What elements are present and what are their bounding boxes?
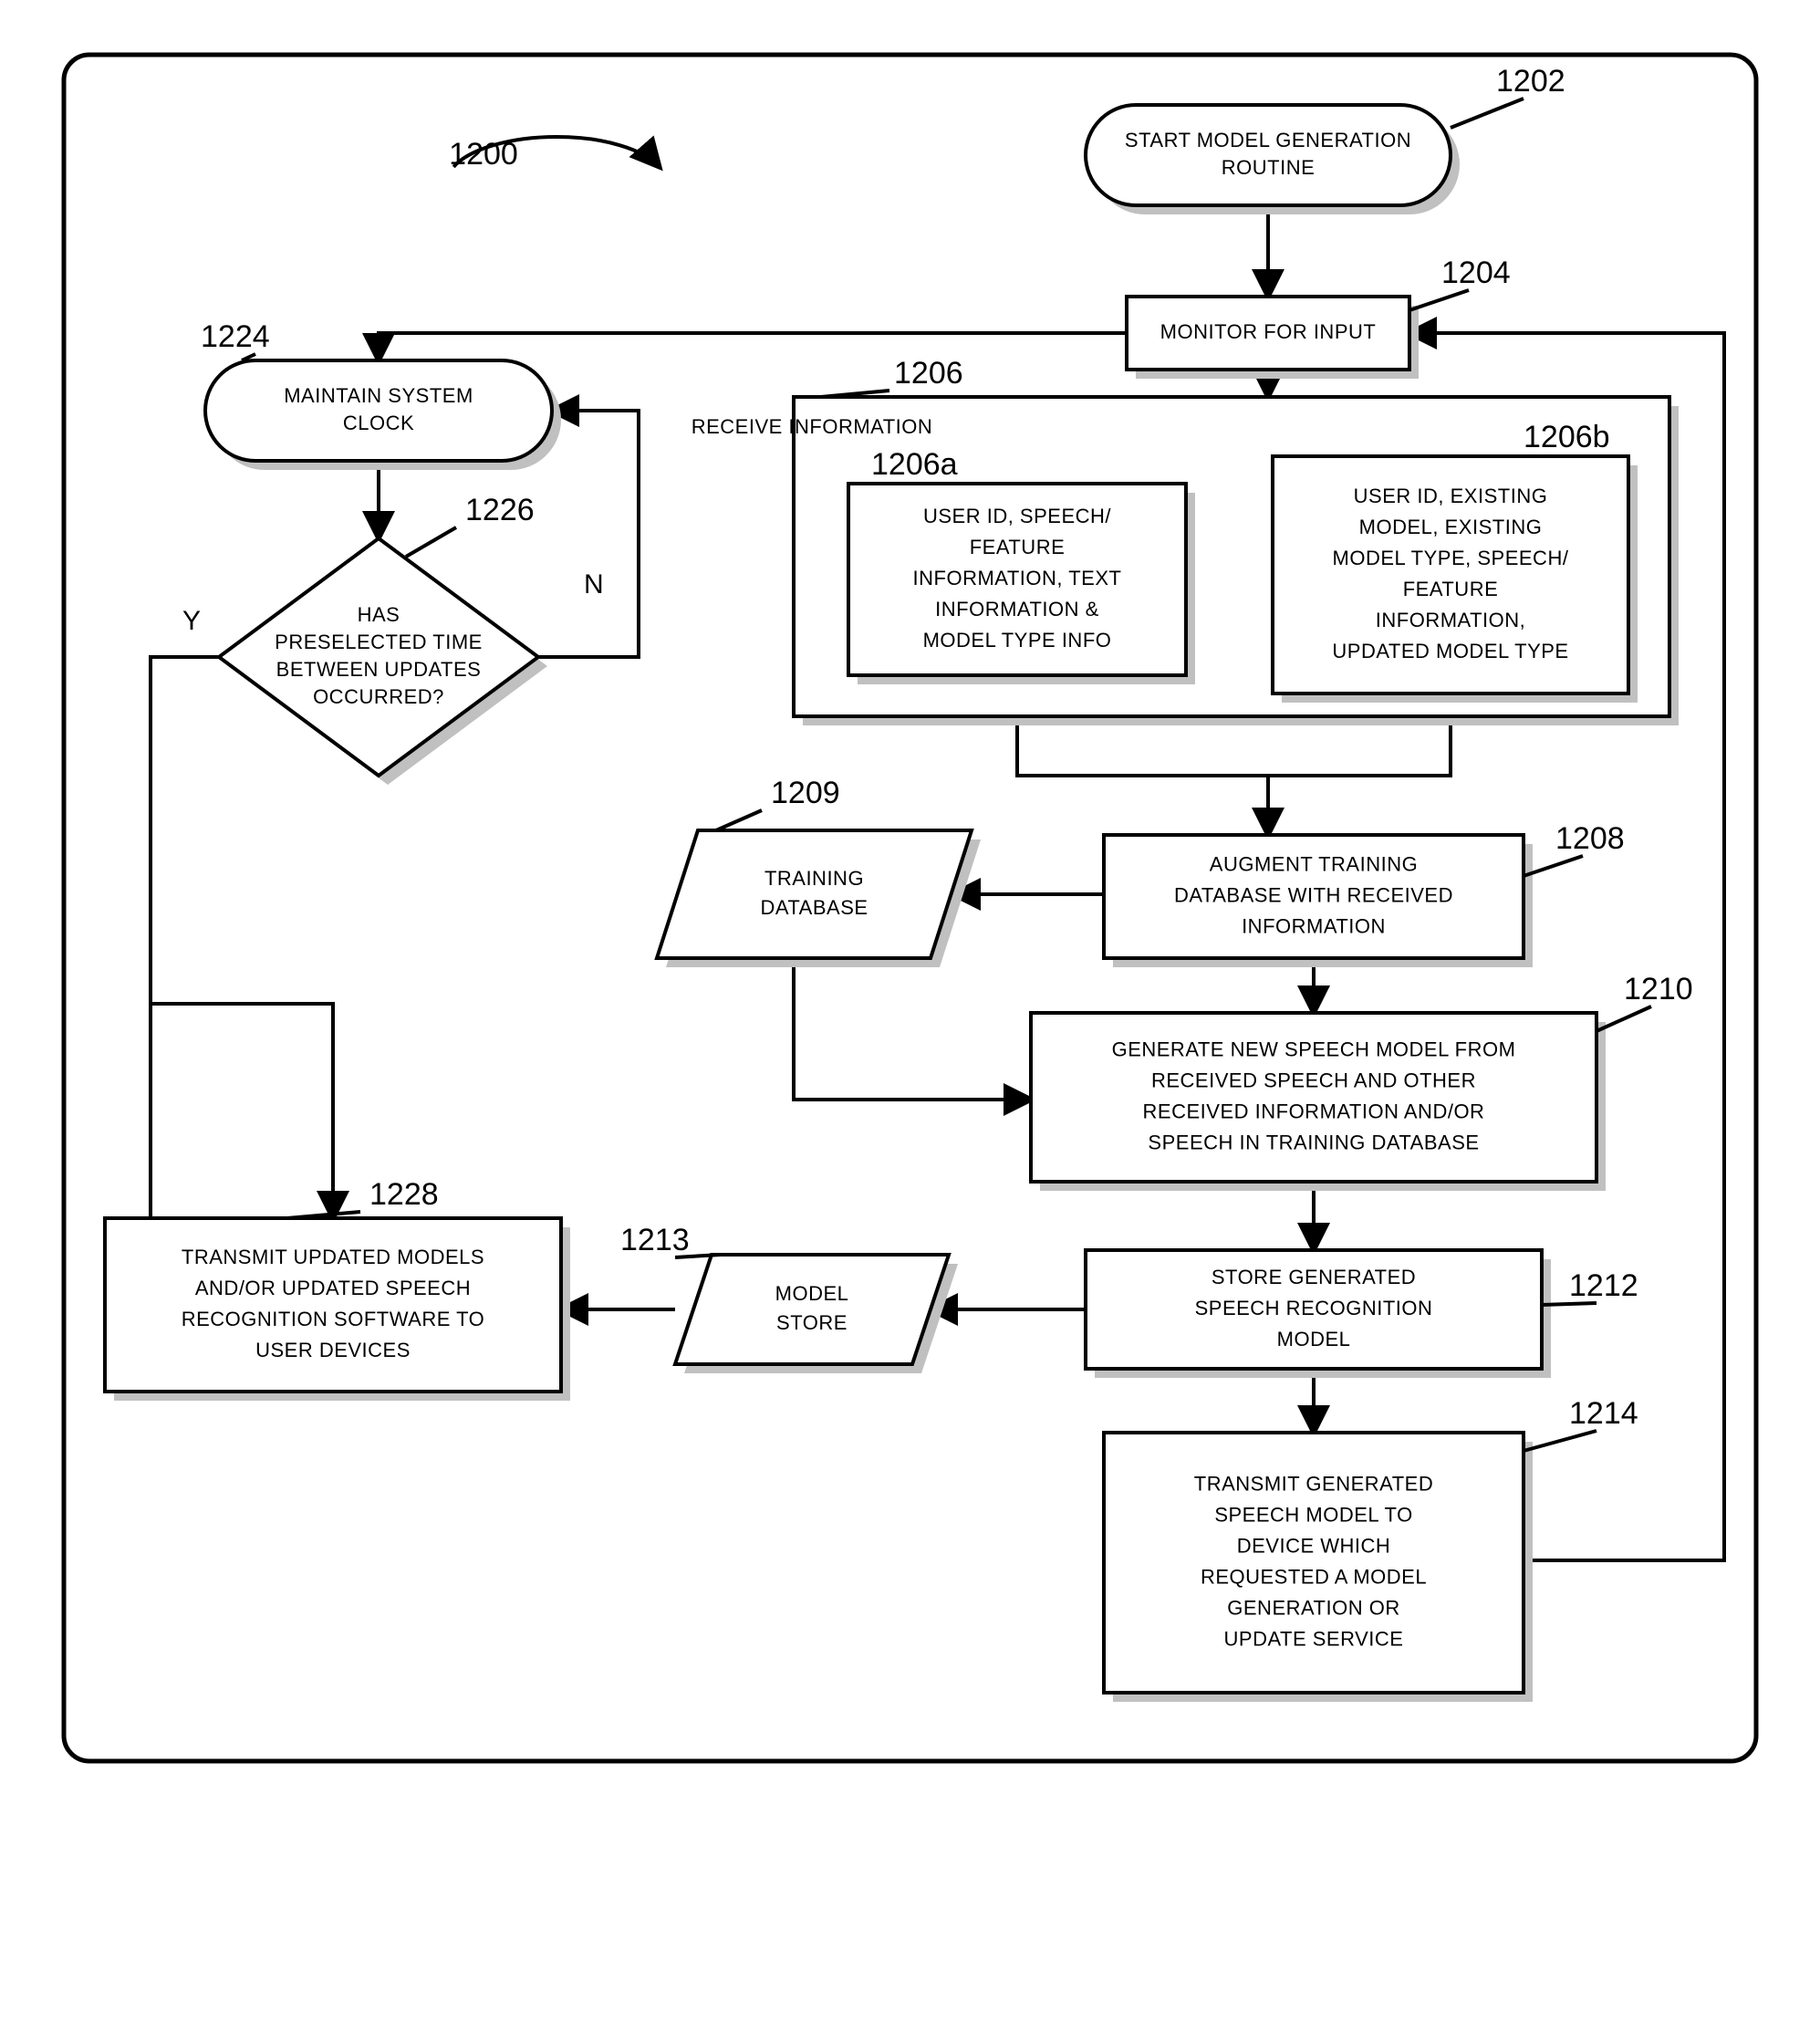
node-text: GENERATION OR xyxy=(1227,1596,1399,1619)
node-text: INFORMATION, TEXT xyxy=(913,567,1122,589)
node-text: MODEL xyxy=(1277,1328,1351,1350)
node-1209 xyxy=(657,830,972,958)
node-1228 xyxy=(105,1218,561,1392)
decision-label: Y xyxy=(182,606,201,636)
node-text: INFORMATION, xyxy=(1376,609,1525,631)
node-text: FEATURE xyxy=(1403,578,1499,600)
node-text: PRESELECTED TIME xyxy=(275,631,483,653)
node-text: INFORMATION & xyxy=(935,598,1099,620)
node-text: TRANSMIT GENERATED xyxy=(1194,1472,1433,1495)
node-text: RECEIVED SPEECH AND OTHER xyxy=(1151,1069,1476,1091)
node-1213 xyxy=(675,1255,949,1364)
ref-1202: 1202 xyxy=(1496,64,1565,99)
node-text: USER DEVICES xyxy=(255,1339,411,1361)
node-text: AND/OR UPDATED SPEECH xyxy=(195,1277,471,1299)
ref-1210: 1210 xyxy=(1624,972,1693,1006)
node-text: DATABASE WITH RECEIVED xyxy=(1174,883,1453,906)
node-text: BETWEEN UPDATES xyxy=(276,658,482,681)
node-text: OCCURRED? xyxy=(313,685,444,708)
node-text: TRANSMIT UPDATED MODELS xyxy=(182,1246,484,1268)
node-text: DEVICE WHICH xyxy=(1237,1534,1391,1557)
node-text: GENERATE NEW SPEECH MODEL FROM xyxy=(1112,1038,1516,1060)
node-text: AUGMENT TRAINING xyxy=(1210,852,1418,875)
node-text: REQUESTED A MODEL xyxy=(1201,1565,1427,1588)
node-text: MODEL xyxy=(775,1282,849,1305)
ref-1208: 1208 xyxy=(1555,821,1625,856)
ref-1214: 1214 xyxy=(1569,1396,1638,1431)
node-text: MODEL, EXISTING xyxy=(1359,516,1543,538)
ref-1206b: 1206b xyxy=(1524,420,1610,454)
node-text: MAINTAIN SYSTEM xyxy=(284,384,473,407)
node-text: MODEL TYPE, SPEECH/ xyxy=(1333,547,1569,569)
node-text: HAS xyxy=(358,603,400,626)
ref-1224: 1224 xyxy=(201,319,270,354)
ref-1209: 1209 xyxy=(771,776,840,810)
node-text: STORE xyxy=(776,1311,848,1334)
node-text: STORE GENERATED xyxy=(1212,1266,1416,1288)
node-text: RECEIVED INFORMATION AND/OR xyxy=(1143,1100,1485,1122)
decision-label: N xyxy=(584,569,604,600)
node-text: UPDATE SERVICE xyxy=(1224,1627,1404,1650)
node-text: USER ID, SPEECH/ xyxy=(923,505,1111,527)
node-text: CLOCK xyxy=(343,412,414,434)
ref-1213: 1213 xyxy=(620,1223,690,1257)
node-text: MONITOR FOR INPUT xyxy=(1160,320,1377,343)
node-text: MODEL TYPE INFO xyxy=(923,629,1112,652)
ref-1204: 1204 xyxy=(1441,255,1511,290)
node-text: INFORMATION xyxy=(1242,914,1386,937)
node-text: SPEECH RECOGNITION xyxy=(1195,1297,1433,1319)
ref-1226: 1226 xyxy=(465,493,535,527)
node-text: UPDATED MODEL TYPE xyxy=(1332,640,1568,662)
ref-1206: 1206 xyxy=(894,356,963,391)
node-text: FEATURE xyxy=(970,536,1066,558)
node-text: USER ID, EXISTING xyxy=(1354,485,1548,507)
node-text: RECOGNITION SOFTWARE TO xyxy=(182,1308,485,1330)
node-text: START MODEL GENERATION xyxy=(1125,129,1411,151)
node-text: SPEECH IN TRAINING DATABASE xyxy=(1148,1131,1479,1153)
flowchart-canvas: 1200 RECEIVE INFORMATION USER ID, SPEECH/F… xyxy=(0,0,1820,2023)
node-text: SPEECH MODEL TO xyxy=(1214,1503,1412,1526)
figure-ref: 1200 xyxy=(449,137,518,172)
ref-leader xyxy=(1542,1303,1596,1305)
ref-1228: 1228 xyxy=(369,1177,439,1212)
ref-1206a: 1206a xyxy=(871,447,958,482)
node-text: ROUTINE xyxy=(1222,156,1316,179)
node-text: DATABASE xyxy=(760,896,868,919)
ref-1212: 1212 xyxy=(1569,1268,1638,1303)
node-text: TRAINING xyxy=(764,867,864,890)
group-title: RECEIVE INFORMATION xyxy=(692,415,933,438)
